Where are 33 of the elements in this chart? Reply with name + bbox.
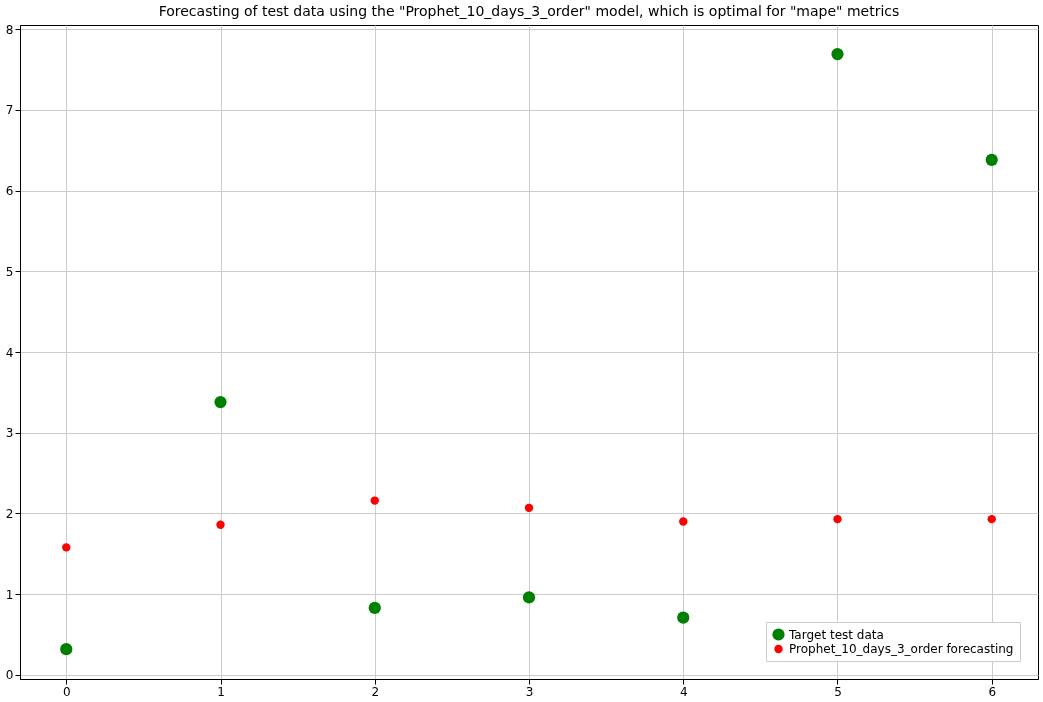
y-tick-label: 5: [5, 264, 14, 279]
point: [833, 514, 842, 524]
y-tick-label: 7: [5, 103, 14, 118]
point: [216, 520, 225, 529]
y-tick-label: 8: [5, 22, 14, 37]
point: [985, 153, 998, 166]
y-tick-label: 0: [5, 668, 14, 683]
legend-label: Target test data: [788, 627, 884, 642]
x-tick-label: 3: [525, 684, 534, 699]
point: [524, 503, 534, 512]
point: [370, 496, 379, 505]
x-tick-label: 1: [217, 684, 225, 699]
point: [368, 601, 381, 615]
point: [831, 47, 844, 61]
x-tick-label: 0: [62, 684, 71, 699]
y-tick-label: 2: [5, 506, 14, 521]
x-tick-label: 5: [834, 684, 842, 699]
point: [62, 543, 71, 552]
x-tick-label: 4: [679, 684, 688, 699]
x-tick-label: 2: [371, 684, 380, 699]
y-tick-label: 6: [5, 184, 14, 199]
chart-title: Forecasting of test data using the "Prophet_10_days_3_order" model, which is optimal for "mape" metrics: [158, 3, 900, 20]
x-tick-label: 6: [988, 684, 997, 699]
legend-label: Prophet_10_days_3_order forecasting: [789, 642, 1014, 656]
point: [60, 643, 73, 656]
y-tick-label: 1: [5, 587, 14, 602]
point: [679, 517, 688, 526]
y-tick-label: 3: [5, 426, 14, 441]
point: [522, 591, 536, 604]
point: [677, 611, 690, 624]
y-tick-label: 4: [5, 345, 14, 360]
point: [987, 514, 996, 524]
point: [214, 395, 227, 409]
